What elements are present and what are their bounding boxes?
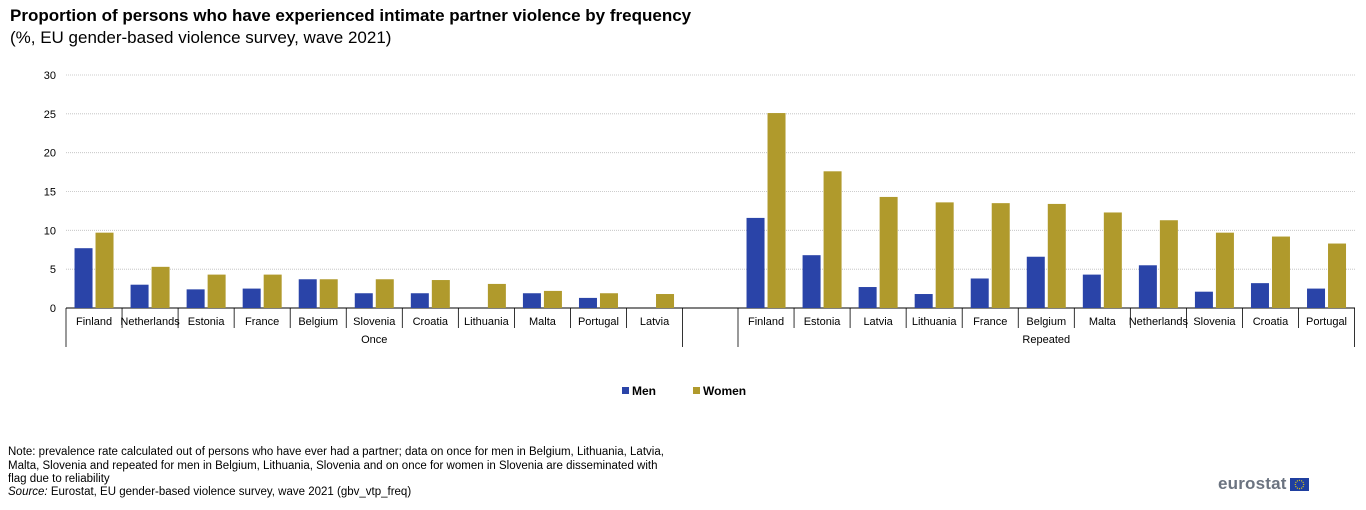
bar-women: [207, 274, 226, 308]
x-tick-label: Slovenia: [353, 316, 396, 328]
bar-men: [354, 293, 373, 308]
x-tick-label: Netherlands: [1129, 316, 1189, 328]
bar-women: [1271, 236, 1290, 308]
y-tick-label: 20: [44, 148, 56, 160]
legend-label: Men: [632, 384, 656, 398]
x-tick-label: Croatia: [413, 316, 449, 328]
bar-women: [487, 283, 506, 308]
footnote: Note: prevalence rate calculated out of …: [8, 446, 664, 486]
x-tick-label: Netherlands: [120, 316, 180, 328]
y-tick-label: 0: [50, 303, 56, 315]
y-tick-label: 10: [44, 225, 56, 237]
bar-women: [1328, 243, 1347, 308]
bar-women: [879, 196, 898, 308]
bar-men: [186, 289, 205, 308]
bar-men: [1138, 265, 1157, 308]
x-tick-label: Finland: [748, 316, 784, 328]
x-tick-label: Estonia: [804, 316, 842, 328]
bar-women: [375, 279, 394, 308]
y-tick-label: 5: [50, 264, 56, 276]
x-tick-label: Malta: [529, 316, 557, 328]
group-label: Repeated: [1022, 334, 1070, 346]
legend-swatch-men: [622, 387, 629, 394]
x-tick-label: Latvia: [640, 316, 670, 328]
x-tick-label: France: [973, 316, 1007, 328]
bar-men: [1082, 274, 1101, 308]
legend-swatch-women: [693, 387, 700, 394]
bar-men: [410, 293, 429, 308]
chart-subtitle: (%, EU gender-based violence survey, wav…: [10, 28, 392, 47]
group-label: Once: [361, 334, 387, 346]
y-tick-label: 30: [44, 70, 56, 82]
x-tick-label: Portugal: [1306, 316, 1347, 328]
x-tick-label: Lithuania: [912, 316, 958, 328]
bar-men: [522, 293, 541, 308]
x-tick-label: Lithuania: [464, 316, 510, 328]
bar-men: [74, 248, 93, 308]
bar-men: [746, 217, 765, 308]
bar-men: [1250, 283, 1269, 308]
x-tick-label: France: [245, 316, 279, 328]
x-tick-label: Finland: [76, 316, 112, 328]
bar-women: [823, 171, 842, 308]
eurostat-logo-text: eurostat: [1218, 474, 1287, 493]
bar-men: [970, 278, 989, 308]
eurostat-logo: eurostat: [1218, 474, 1309, 494]
x-tick-label: Malta: [1089, 316, 1117, 328]
bar-women: [599, 293, 618, 308]
bar-women: [319, 279, 338, 308]
x-tick-label: Latvia: [863, 316, 893, 328]
bar-men: [1026, 256, 1045, 308]
bar-women: [431, 280, 450, 308]
x-tick-label: Estonia: [188, 316, 226, 328]
legend-label: Women: [703, 384, 746, 398]
bar-men: [298, 279, 317, 308]
x-tick-label: Belgium: [1026, 316, 1066, 328]
bar-women: [1047, 203, 1066, 308]
x-tick-label: Belgium: [298, 316, 338, 328]
bar-women: [991, 203, 1010, 308]
x-tick-label: Portugal: [578, 316, 619, 328]
bar-women: [1159, 220, 1178, 308]
eu-flag-icon: [1289, 477, 1309, 491]
y-tick-label: 15: [44, 187, 56, 199]
bar-chart: 0 5 10 15 20 25 30 Finland Netherlands Estonia Fra…: [44, 70, 1355, 398]
source-line: Source: Eurostat, EU gender-based violen…: [8, 486, 411, 498]
bar-men: [914, 294, 933, 308]
bar-men: [130, 284, 149, 308]
bar-women: [1215, 232, 1234, 308]
bar-women: [656, 294, 675, 308]
chart-title: Proportion of persons who have experienc…: [10, 6, 692, 25]
bar-men: [1194, 291, 1213, 308]
bar-men: [1307, 288, 1326, 308]
bar-men: [242, 288, 261, 308]
bar-women: [151, 266, 170, 308]
bar-women: [767, 113, 786, 308]
x-tick-label: Slovenia: [1193, 316, 1236, 328]
bar-men: [578, 297, 597, 308]
bar-men: [858, 287, 877, 308]
bar-men: [802, 255, 821, 308]
bar-women: [935, 202, 954, 308]
x-tick-label: Croatia: [1253, 316, 1289, 328]
bar-women: [543, 290, 562, 308]
source-label: Source:: [8, 486, 48, 498]
bar-women: [1103, 212, 1122, 308]
source-text: Eurostat, EU gender-based violence surve…: [47, 486, 412, 498]
bar-women: [263, 274, 282, 308]
bar-women: [95, 232, 114, 308]
y-tick-label: 25: [44, 109, 56, 121]
